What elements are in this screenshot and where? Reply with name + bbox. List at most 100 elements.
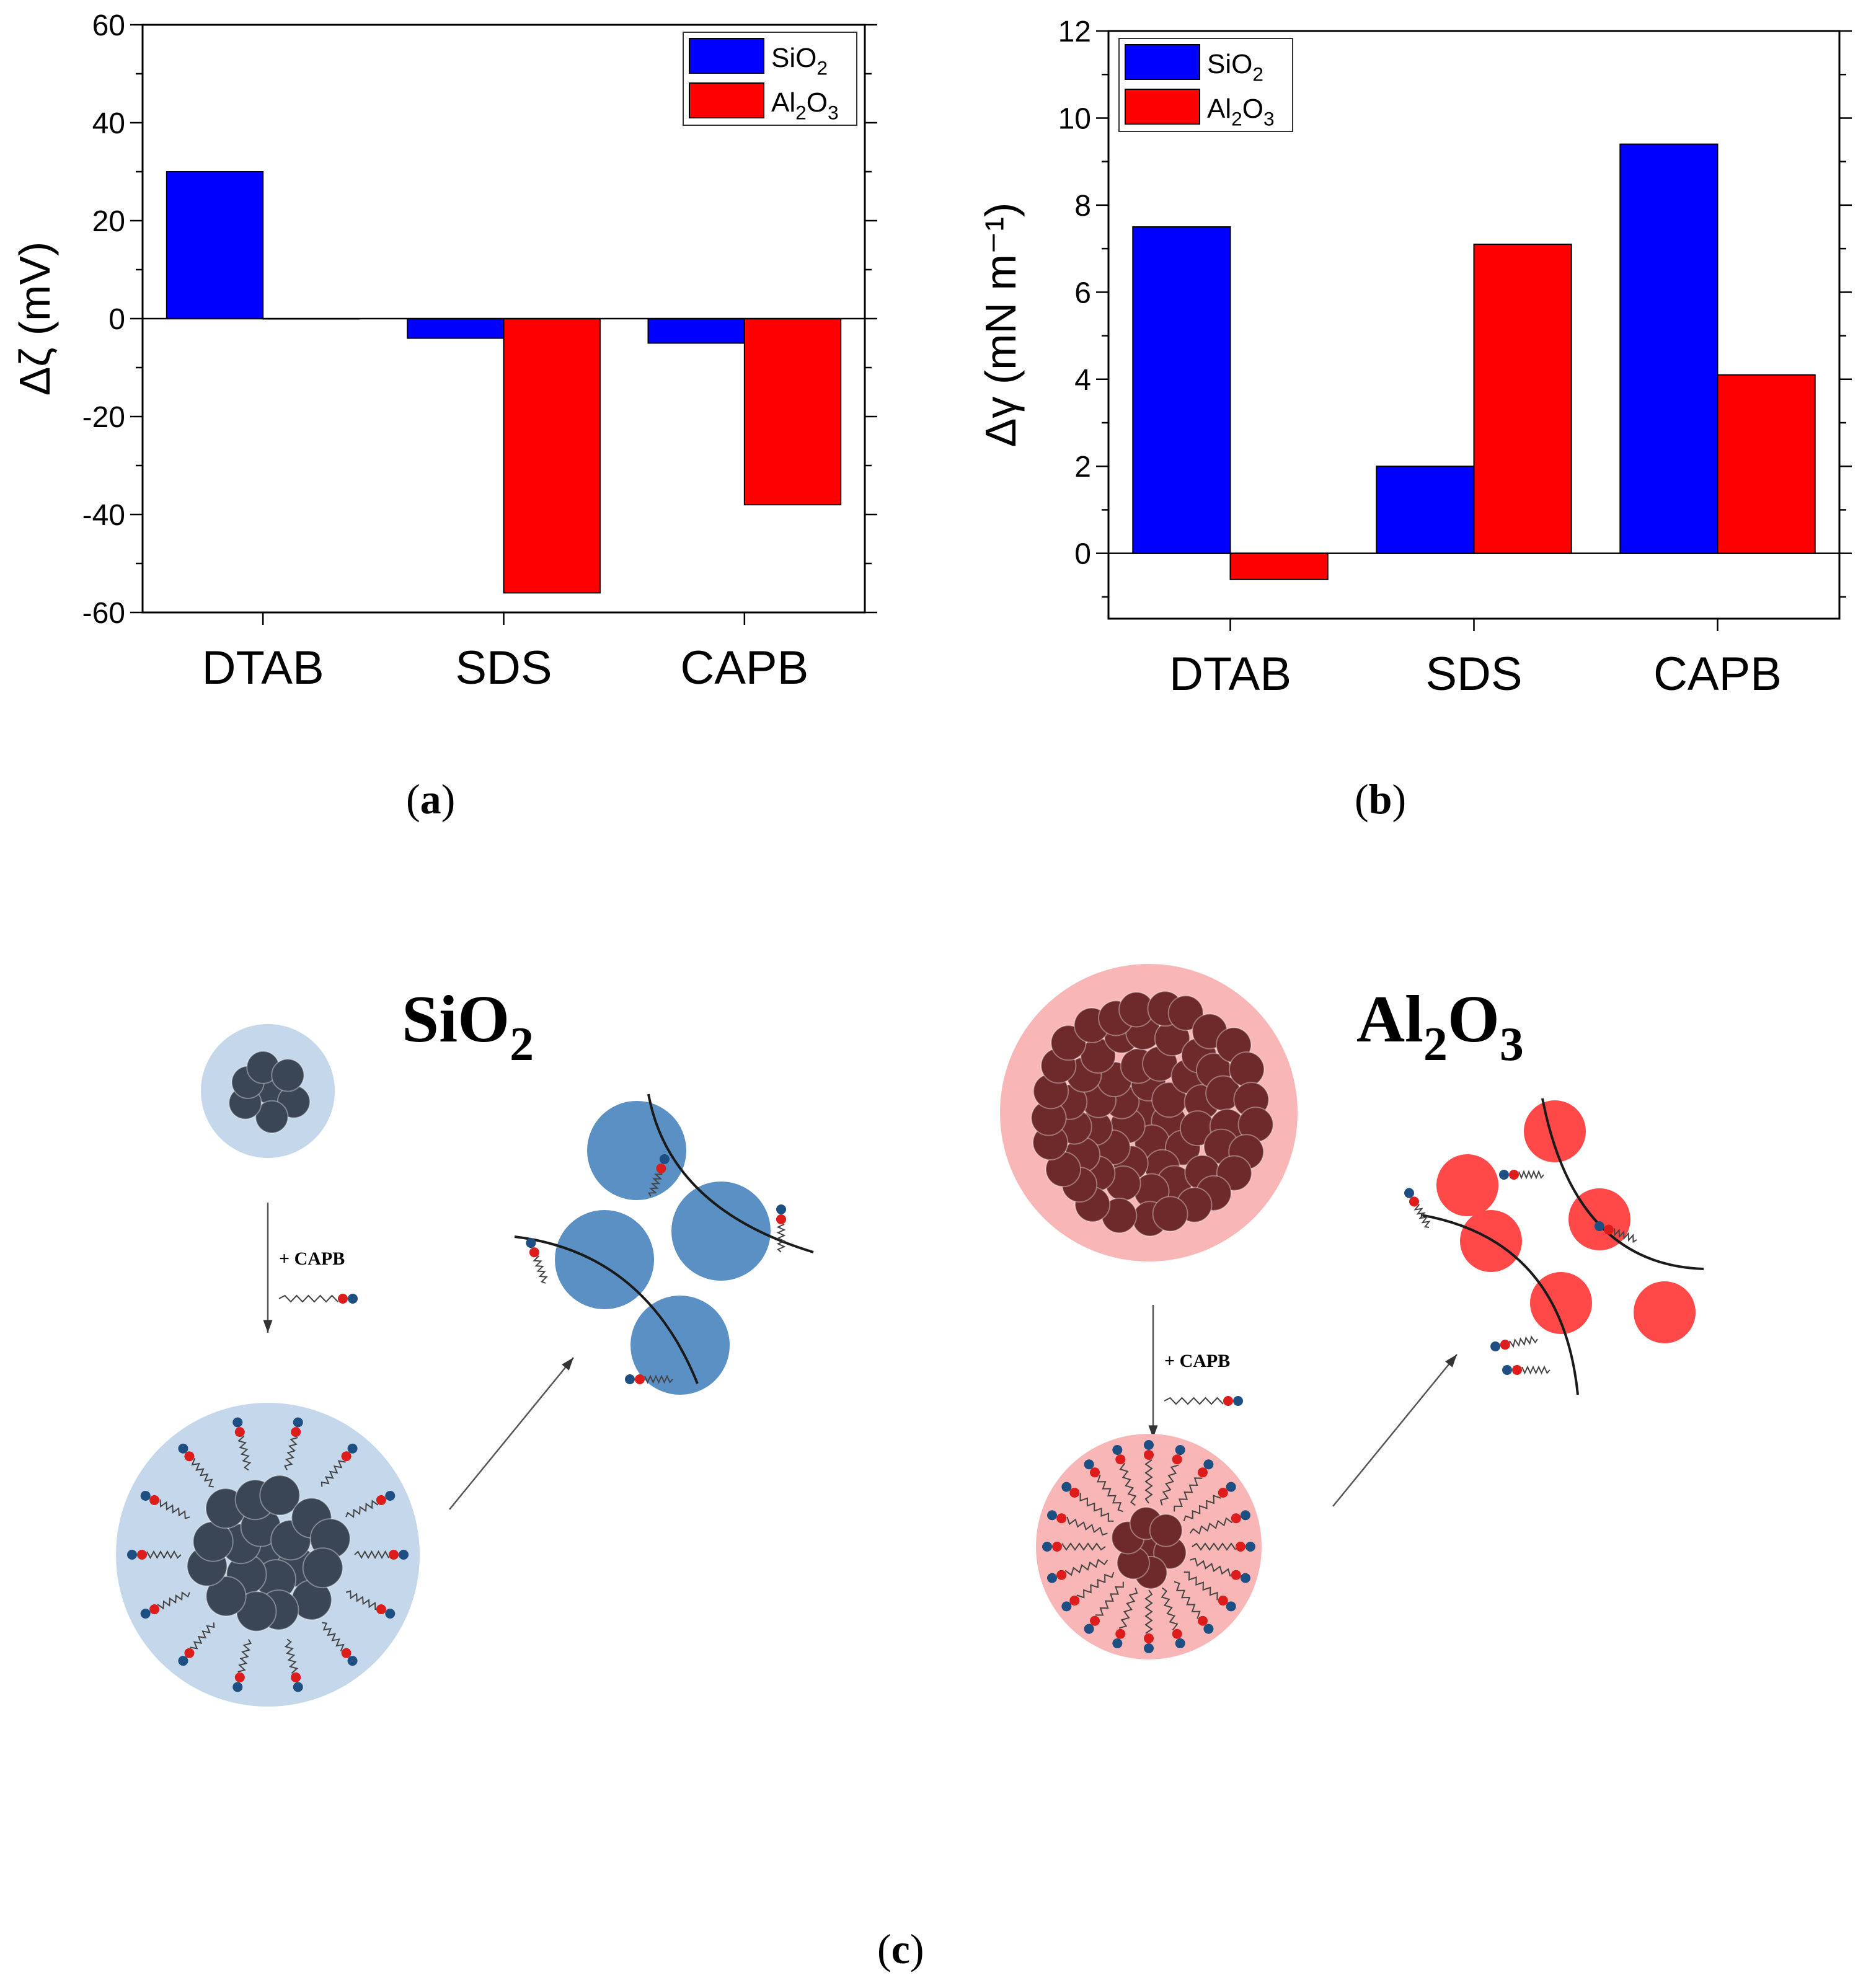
sio2-coated-surfactant-tail [191, 1458, 214, 1488]
sio2-coated-surfactant-tail [345, 1590, 376, 1610]
chart-a-legend-swatch-al2o3 [689, 82, 764, 118]
al2o3-coated-surfactant-tail [1144, 1459, 1153, 1504]
sio2-coated-surfactant [321, 1443, 358, 1487]
al2o3-coated-surfactant-head-red [1172, 1454, 1182, 1465]
al2o3-coated-surfactant-head-red [1172, 1628, 1182, 1639]
sio2-coated-surfactant-head-red [291, 1672, 301, 1682]
chart-b-bar-al2o3-dtab [1229, 552, 1329, 580]
al2o3-coated-surfactant [1183, 1571, 1236, 1612]
al2o3-coated-surfactant [1174, 1581, 1214, 1634]
chart-a-xtick-label-sds: SDS [455, 642, 552, 694]
chart-a-ytick-label: -20 [82, 401, 125, 434]
sio2-coated-surfactant [345, 1490, 396, 1518]
al2o3-coated-surfactant-head-red [1144, 1450, 1154, 1460]
al2o3-coated-surfactant-head-blue [1112, 1445, 1123, 1456]
al2o3-coated-surfactant-head-red [1090, 1615, 1100, 1626]
sio2-coated-surfactant-tail [284, 1638, 299, 1674]
sio2-coated-surfactant-head-blue [293, 1682, 303, 1692]
al2o3-coated-surfactant-tail [1190, 1557, 1231, 1577]
al2o3-arrow-down [1148, 1305, 1158, 1438]
sio2-coated-surfactant-tail [237, 1638, 252, 1672]
sio2-coated-surfactant-head-red [376, 1604, 386, 1615]
chart-b-xtick-label-sds: SDS [1425, 648, 1522, 700]
chart-a-legend-label-al2o3: Al2O3 [771, 87, 839, 123]
chart-b-ytick-label: 12 [1058, 15, 1091, 48]
sio2-reagent-molecule [278, 1294, 358, 1304]
sio2-coated-surfactant-tail [322, 1622, 345, 1651]
al2o3-arrow-diag-head [1445, 1354, 1457, 1367]
sio2-arrow-diag-head [562, 1358, 573, 1371]
al2o3-coated-surfactant-head-blue [1061, 1601, 1072, 1612]
sio2-coated-surfactant-head-blue [347, 1656, 358, 1666]
chart-a-xtick-label-dtab: DTAB [202, 642, 324, 694]
al2o3-initial-core [1030, 991, 1274, 1237]
al2o3-coated-surfactant-tail [1161, 1587, 1179, 1631]
sio2-coated-surfactant [232, 1638, 252, 1692]
al2o3-coated-surfactant-head-blue [1084, 1459, 1094, 1470]
al2o3-coated-surfactant [1061, 1571, 1115, 1612]
al2o3-coated-surfactant-tail [1061, 1542, 1106, 1551]
sio2-coated-surfactant-head-red [149, 1495, 160, 1505]
al2o3-interface-2 [1420, 1214, 1579, 1395]
sio2-coated-surfactant-head-blue [293, 1417, 303, 1428]
sio2-arrow-down-head [263, 1320, 273, 1333]
al2o3-coated-surfactant [1190, 1557, 1250, 1583]
al2o3-coated-surfactant-tail [1183, 1571, 1218, 1601]
sio2-coated-surfactant-head-blue [399, 1550, 409, 1560]
al2o3-coated-surfactant-head-red [1236, 1542, 1245, 1552]
chart-b-legend-swatch-al2o3 [1125, 89, 1200, 125]
sio2-interface-surfactant-head-blue [526, 1238, 536, 1248]
sio2-coated-surfactant [140, 1490, 190, 1519]
schematic-diagram: SiO2 + CAPB Al2O3 + CAPB [116, 964, 1704, 1707]
sio2-particle-1 [587, 1101, 686, 1200]
al2o3-coated-surfactant [1084, 1581, 1124, 1634]
sio2-reagent-molecule-head-blue [348, 1294, 358, 1304]
sio2-coated-surfactant-tail [237, 1436, 252, 1471]
sio2-coated-surfactant-head-blue [385, 1609, 396, 1619]
chart-a-ytick-label: -40 [82, 499, 125, 532]
al2o3-initial-core-grain [1152, 1196, 1188, 1232]
al2o3-interface-surfactant-tail [1518, 1170, 1544, 1180]
al2o3-coated-surfactant-tail [1189, 1517, 1233, 1535]
sio2-coated-surfactant-head-red [341, 1451, 352, 1462]
sio2-interface-surfactant-head-red [656, 1163, 666, 1173]
al2o3-coated-surfactant-head-red [1069, 1595, 1080, 1606]
al2o3-coated-surfactant-head-blue [1203, 1459, 1214, 1470]
sio2-coated-surfactant-head-blue [347, 1443, 358, 1454]
al2o3-interface-surfactant-head-blue [1404, 1188, 1414, 1198]
al2o3-coated-core-grain [1149, 1513, 1183, 1547]
al2o3-coated-surfactant-head-blue [1112, 1638, 1123, 1648]
al2o3-coated-surfactant-tail [1064, 1558, 1108, 1576]
sio2-interface-surfactant [776, 1204, 786, 1253]
al2o3-coated-surfactant [1189, 1510, 1250, 1535]
al2o3-coated-surfactant-head-blue [1226, 1601, 1236, 1612]
al2o3-interface-surfactant [1404, 1188, 1431, 1228]
al2o3-coated-surfactant [1047, 1510, 1108, 1536]
al2o3-initial-core-grain [1229, 1051, 1265, 1088]
al2o3-coated-surfactant-tail [1144, 1589, 1153, 1634]
sio2-interface-surfactant-head-red [776, 1214, 786, 1224]
caption-a: (a) [406, 775, 456, 823]
sio2-interface-surfactant-head-red [635, 1374, 645, 1384]
al2o3-coated-surfactant-head-blue [1084, 1624, 1094, 1634]
chart-a-ytick-label: 40 [92, 107, 125, 140]
al2o3-particle-1 [1524, 1100, 1586, 1162]
sio2-coated-surfactant-head-red [376, 1495, 386, 1505]
sio2-coated-surfactant-head-red [184, 1451, 195, 1462]
chart-b-surface-tension: 0 2 4 6 8 10 12 DTAB SDS CAPB Δγ (mN m⁻¹) SiO2 Al2O3 [976, 15, 1852, 700]
al2o3-coated-surfactant-tail [1119, 1462, 1137, 1506]
al2o3-coated-surfactant [1084, 1459, 1124, 1513]
sio2-coated-core-grain [302, 1547, 343, 1589]
al2o3-interface-surfactant-tail [1508, 1335, 1538, 1348]
al2o3-interface-surfactant-head-blue [1502, 1365, 1512, 1375]
al2o3-interface-surfactant-head-red [1500, 1340, 1510, 1350]
al2o3-coated-surfactant-head-blue [1240, 1510, 1250, 1521]
sio2-coated-surfactant [127, 1550, 182, 1560]
sio2-interface-surfactant-tail [647, 1173, 663, 1197]
sio2-coated-surfactant [140, 1591, 190, 1619]
chart-b-ytick-label: 6 [1074, 276, 1091, 309]
al2o3-coated-surfactant [1183, 1482, 1236, 1522]
sio2-coated-surfactant-head-red [234, 1672, 245, 1682]
al2o3-interface-surfactant-tail [1413, 1204, 1431, 1228]
sio2-reagent-molecule-tail [278, 1294, 338, 1303]
